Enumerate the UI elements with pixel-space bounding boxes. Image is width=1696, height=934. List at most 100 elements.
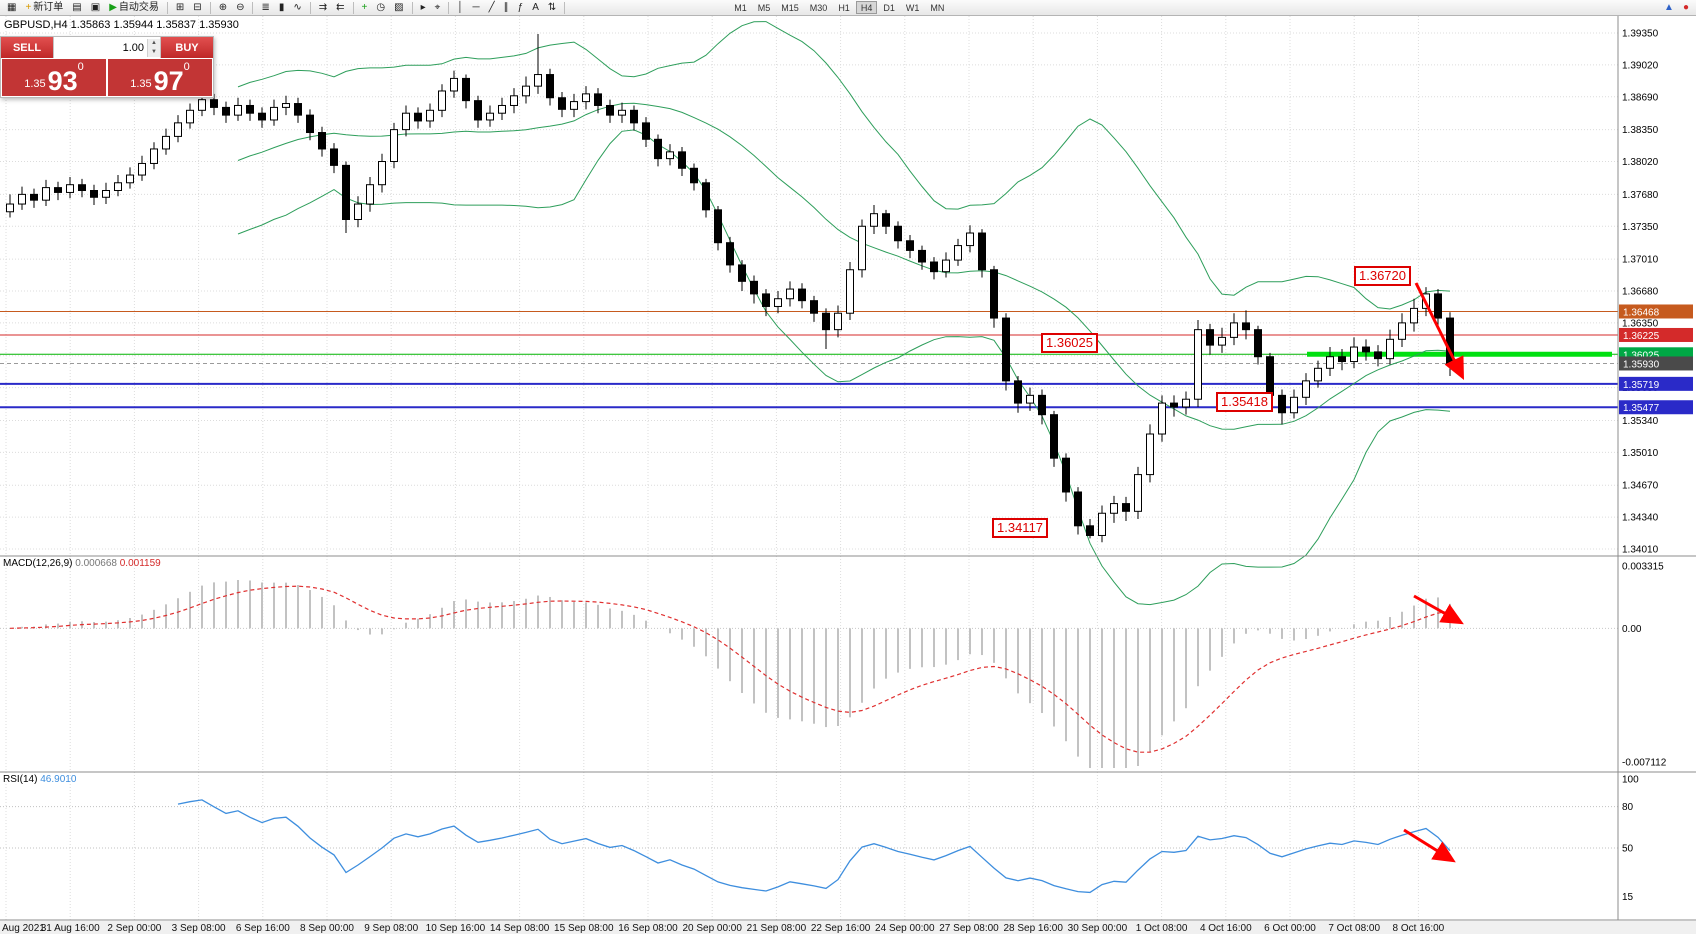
price-tag [1619, 376, 1693, 391]
text-label-icon[interactable]: A [528, 1, 543, 15]
tile-windows-icon[interactable]: ⊞ [172, 1, 188, 15]
chart-shift-icon[interactable]: ⇇ [332, 1, 348, 15]
trendline-icon[interactable]: ╱ [485, 1, 499, 15]
macd-main-value: 0.000668 [75, 558, 117, 569]
price-axis-label: 1.37350 [1622, 222, 1659, 233]
price-tag-text: 1.36225 [1623, 331, 1660, 342]
time-axis-label: 27 Sep 08:00 [939, 923, 999, 934]
bar-chart-icon[interactable]: ≣ [257, 1, 273, 15]
tile-windows-icon: ⊞ [175, 1, 185, 13]
macd-signal-value: 0.001159 [119, 558, 161, 569]
bollinger-middle-band [237, 102, 1451, 430]
horizontal-line-icon[interactable]: ─ [469, 1, 484, 15]
rsi-axis-label: 100 [1622, 775, 1639, 786]
auto-scroll-icon[interactable]: ⇉ [315, 1, 331, 15]
rsi-axis-label: 50 [1622, 844, 1634, 855]
autotrading-button[interactable]: ▶ 自动交易 [105, 1, 163, 15]
spin-up-icon[interactable]: ▲ [148, 38, 160, 48]
indicators-icon[interactable]: + [358, 1, 372, 15]
price-down-arrow[interactable] [1414, 282, 1464, 381]
price-tag [1619, 304, 1693, 319]
periods-icon[interactable]: ◷ [372, 1, 389, 15]
time-axis-label: 14 Sep 08:00 [490, 923, 550, 934]
time-axis-label: 3 Sep 08:00 [172, 923, 226, 934]
arrows-tool-icon[interactable]: ⇅ [544, 1, 560, 15]
buy-price[interactable]: 1.35 97 0 [108, 59, 212, 96]
time-axis-label: 22 Sep 16:00 [811, 923, 871, 934]
time-axis-label: 8 Oct 16:00 [1393, 923, 1445, 934]
timeframe-d1[interactable]: D1 [878, 1, 900, 14]
timeframe-w1[interactable]: W1 [901, 1, 925, 14]
cursor-icon[interactable]: ▸ [417, 1, 430, 15]
charts-icon[interactable]: ▦ [3, 1, 20, 15]
time-axis-label: 20 Sep 00:00 [682, 923, 742, 934]
timeframe-toolbar: M1 M5 M15 M30 H1 H4 D1 W1 MN [729, 1, 949, 14]
channel-icon[interactable]: ∥ [500, 1, 513, 15]
timeframe-m30[interactable]: M30 [805, 1, 833, 14]
price-tag-text: 1.35930 [1623, 359, 1660, 370]
market-watch-icon[interactable]: ▤ [68, 1, 85, 15]
cascade-windows-icon[interactable]: ⊟ [189, 1, 205, 15]
charts-icon: ▦ [7, 1, 17, 13]
trade-panel-prices: 1.35 93 0 1.35 97 0 [1, 58, 213, 97]
toolbar-separator [309, 1, 311, 14]
fibonacci-icon: ƒ [517, 1, 524, 13]
terminal-icon[interactable]: ▣ [87, 1, 104, 15]
autotrading-button-label: 自动交易 [118, 1, 159, 13]
rsi-down-arrow[interactable] [1403, 828, 1456, 863]
toolbar-separator [209, 1, 211, 14]
time-axis-label: 6 Oct 00:00 [1264, 923, 1316, 934]
vertical-line-icon[interactable]: │ [453, 1, 467, 15]
timeframe-m15[interactable]: M15 [776, 1, 804, 14]
toolbar-separator [564, 1, 566, 14]
chart-shift-icon: ⇇ [336, 1, 345, 13]
price-axis-label: 1.38350 [1622, 125, 1659, 136]
chart-canvas[interactable]: 1.39350 1.39020 1.38690 1.38350 1.38020 1.376… [0, 16, 1696, 934]
crosshair-icon[interactable]: ⌖ [431, 1, 445, 15]
price-axis-label: 1.39020 [1622, 60, 1659, 71]
candlestick-chart-icon[interactable]: ▮ [275, 1, 289, 15]
templates-icon[interactable]: ▨ [390, 1, 407, 15]
candlestick-chart-icon: ▮ [278, 1, 285, 13]
time-axis-label: 30 Sep 00:00 [1068, 923, 1128, 934]
buy-button[interactable]: BUY [161, 37, 213, 58]
time-axis-label: 10 Sep 16:00 [426, 923, 486, 934]
macd-panel [0, 579, 1618, 768]
price-annotation: 1.34117 [992, 517, 1049, 538]
new-order-button[interactable]: + 新订单 [21, 1, 67, 15]
bollinger-bands [237, 21, 1451, 606]
price-axis: 1.39350 1.39020 1.38690 1.38350 1.38020 1.376… [1622, 29, 1667, 903]
spin-down-icon[interactable]: ▼ [148, 47, 160, 57]
line-chart-icon: ∿ [293, 1, 302, 13]
sell-price-prefix: 1.35 [24, 78, 46, 90]
timeframe-h1[interactable]: H1 [833, 1, 855, 14]
buy-price-big: 97 [153, 66, 184, 96]
timeframe-m5[interactable]: M5 [753, 1, 776, 14]
horizontal-level-lines [0, 310, 1618, 409]
sell-price[interactable]: 1.35 93 0 [2, 59, 106, 96]
sell-price-pipette: 0 [77, 61, 84, 73]
rsi-line [177, 799, 1451, 894]
record-icon[interactable]: ● [1679, 1, 1693, 15]
volume-input[interactable]: 1.00 ▲ ▼ [53, 37, 161, 58]
time-axis-label: 16 Sep 08:00 [618, 923, 678, 934]
macd-down-arrow[interactable] [1413, 594, 1464, 625]
fibonacci-icon[interactable]: ƒ [514, 1, 528, 15]
rsi-axis-label: 15 [1622, 892, 1634, 903]
volume-value: 1.00 [122, 41, 144, 54]
timeframe-mn[interactable]: MN [925, 1, 949, 14]
price-tag [1619, 327, 1693, 342]
timeframe-h4[interactable]: H4 [855, 1, 878, 14]
timeframe-m1[interactable]: M1 [729, 1, 752, 14]
zoom-out-icon[interactable]: ⊖ [232, 1, 248, 15]
connection-icon[interactable]: ▲ [1660, 1, 1678, 15]
sell-button[interactable]: SELL [1, 37, 53, 58]
market-watch-icon: ▤ [72, 1, 82, 13]
line-chart-icon[interactable]: ∿ [289, 1, 305, 15]
volume-stepper[interactable]: ▲ ▼ [147, 38, 160, 57]
zoom-in-icon[interactable]: ⊕ [215, 1, 231, 15]
price-tag-text: 1.35477 [1623, 403, 1660, 414]
